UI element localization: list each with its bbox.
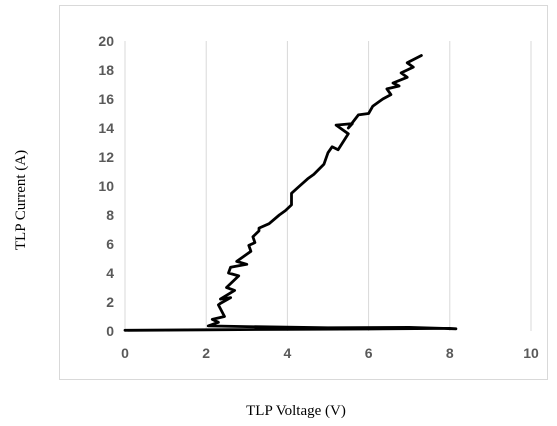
- y-axis-title: TLP Current (A): [13, 150, 29, 250]
- x-axis-title: TLP Voltage (V): [246, 403, 346, 419]
- x-tick-label: 10: [523, 345, 539, 361]
- y-tick-label: 10: [98, 178, 114, 194]
- grid-lines: [124, 41, 532, 331]
- chart-frame: [59, 5, 548, 380]
- x-tick-label: 4: [284, 345, 292, 361]
- y-tick-label: 16: [98, 91, 114, 107]
- y-tick-label: 0: [106, 323, 114, 339]
- y-tick-label: 20: [98, 33, 114, 49]
- x-tick-label: 0: [121, 345, 129, 361]
- tick-labels: 0 2 4 6 8 10 0 2 4 6 8 10 12 14 16 18 20: [98, 33, 539, 361]
- y-tick-label: 2: [106, 294, 114, 310]
- y-tick-label: 4: [106, 265, 114, 281]
- y-tick-label: 6: [106, 236, 114, 252]
- y-tick-label: 8: [106, 207, 114, 223]
- series-line-0: [123, 54, 458, 332]
- y-tick-label: 18: [98, 62, 114, 78]
- series-group: [123, 54, 458, 332]
- y-tick-label: 14: [98, 120, 114, 136]
- y-tick-label: 12: [98, 149, 114, 165]
- x-tick-label: 8: [446, 345, 454, 361]
- x-tick-label: 6: [365, 345, 373, 361]
- x-tick-label: 2: [202, 345, 210, 361]
